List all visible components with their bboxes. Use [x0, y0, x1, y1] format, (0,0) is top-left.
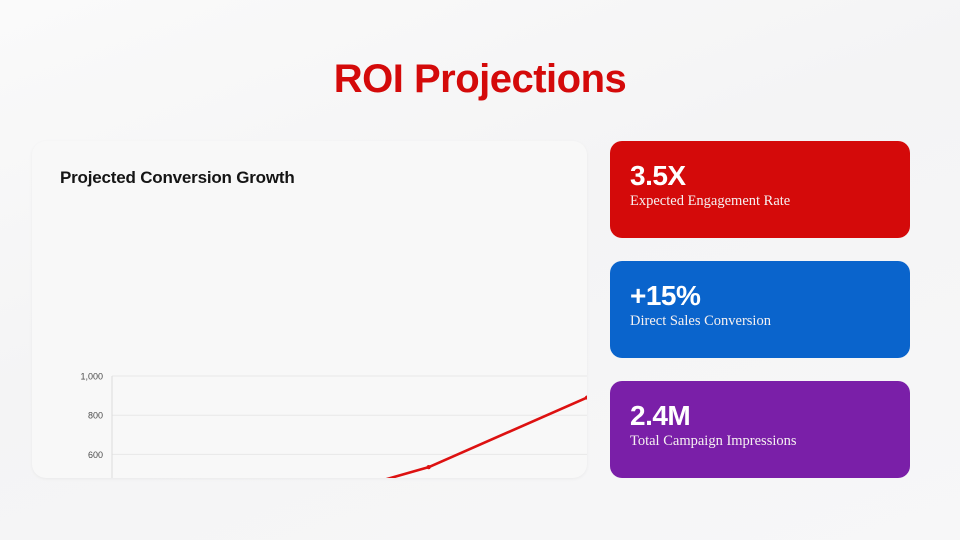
stat-label: Expected Engagement Rate: [630, 193, 791, 210]
stat-value: 2.4M: [630, 400, 691, 431]
stat-label: Direct Sales Conversion: [630, 313, 771, 330]
stat-value: +15%: [630, 280, 701, 311]
stat-card-engagement[interactable]: 3.5X Expected Engagement Rate: [610, 141, 910, 238]
page-title: ROI Projections: [333, 57, 627, 101]
stat-card-impressions[interactable]: 2.4M Total Campaign Impressions: [610, 381, 910, 478]
y-axis-tick-label: 600: [88, 450, 103, 460]
chart-series-line: [385, 396, 587, 478]
line-chart-svg: 02004006008001,000 Month 1Month 2Month 3…: [80, 372, 587, 478]
chart-data-point: [584, 395, 587, 400]
stat-label: Total Campaign Impressions: [630, 433, 797, 450]
chart-gridlines: [111, 375, 587, 478]
line-chart: 02004006008001,000 Month 1Month 2Month 3…: [32, 141, 587, 478]
y-axis-tick-label: 800: [88, 411, 103, 421]
chart-data-point: [426, 465, 431, 470]
chart-data-points: [426, 395, 587, 470]
stat-value: 3.5X: [630, 160, 686, 191]
chart-title: Projected Conversion Growth: [60, 168, 295, 187]
chart-y-axis-labels: 02004006008001,000: [80, 372, 103, 460]
stat-card-sales-conversion[interactable]: +15% Direct Sales Conversion: [610, 261, 910, 358]
y-axis-tick-label: 1,000: [80, 372, 103, 382]
chart-card: Projected Conversion Growth 020040060080…: [32, 141, 587, 478]
